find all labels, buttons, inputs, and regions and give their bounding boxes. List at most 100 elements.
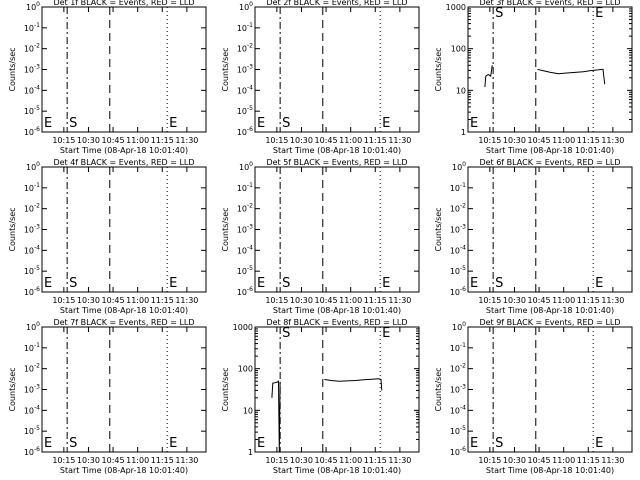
panel-2: Det 2f BLACK = Events, RED = LLD 100 10-1 1… <box>221 0 420 155</box>
y-axis-label: Counts/sec <box>8 47 17 91</box>
y-tick-label: 10-4 <box>24 404 40 415</box>
marker-label-e: E <box>382 276 390 291</box>
y-tick-label: 10-4 <box>450 404 466 415</box>
y-tick-label: 10-2 <box>24 203 40 214</box>
panel-8: Det 8f BLACK = Events, RED = LLD 1000 100 1… <box>221 318 420 475</box>
y-tick-label: 10-5 <box>450 265 466 276</box>
y-tick-label: 10-1 <box>24 342 40 353</box>
x-tick-label: 10:30 <box>290 136 313 145</box>
y-tick-label: 10-6 <box>450 286 466 297</box>
x-tick-label: 11:15 <box>364 296 387 305</box>
x-tick-label: 10:15 <box>478 136 501 145</box>
y-axis-label: Counts/sec <box>8 207 17 251</box>
marker-label-e: E <box>382 116 390 131</box>
x-tick-label: 10:45 <box>102 296 125 305</box>
plot-frame <box>467 6 633 133</box>
x-tick-label: 11:15 <box>577 136 600 145</box>
x-tick-label: 10:15 <box>478 456 501 465</box>
x-tick-label: 11:30 <box>175 296 198 305</box>
y-tick-label: 10-1 <box>24 22 40 33</box>
y-tick-label: 10-3 <box>24 64 40 75</box>
x-tick-label: 11:15 <box>151 136 174 145</box>
x-tick-label: 10:45 <box>102 456 125 465</box>
x-tick-label: 11:30 <box>175 456 198 465</box>
series-line <box>484 65 493 88</box>
marker-label-s: S <box>495 6 503 21</box>
marker-label-s: S <box>495 276 503 291</box>
x-tick-label: 10:30 <box>290 296 313 305</box>
y-tick-label: 100 <box>239 1 253 12</box>
x-axis-label: Start Time (08-Apr-18 10:01:40) <box>273 306 401 315</box>
y-tick-label: 10-4 <box>24 84 40 95</box>
plot-frame <box>41 166 207 293</box>
plot-frame <box>41 6 207 133</box>
panel-title: Det 9f BLACK = Events, RED = LLD <box>479 318 620 327</box>
x-tick-label: 11:30 <box>175 136 198 145</box>
series-line <box>324 378 383 391</box>
x-tick-label: 10:30 <box>290 456 313 465</box>
panel-4: Det 4f BLACK = Events, RED = LLD 100 10-1 1… <box>8 158 207 315</box>
marker-label-e: E <box>257 116 265 131</box>
y-tick-label: 10-5 <box>450 425 466 436</box>
x-tick-label: 10:30 <box>77 296 100 305</box>
y-tick-label: 10-4 <box>24 244 40 255</box>
y-tick-label: 10-1 <box>450 342 466 353</box>
x-tick-label: 10:15 <box>52 296 75 305</box>
x-tick-label: 11:00 <box>552 136 575 145</box>
y-tick-label: 100 <box>26 1 40 12</box>
x-axis-label: Start Time (08-Apr-18 10:01:40) <box>486 146 614 155</box>
x-tick-label: 10:45 <box>528 296 551 305</box>
marker-label-e: E <box>169 116 177 131</box>
y-axis-label: Counts/sec <box>8 367 17 411</box>
y-tick-label: 10-6 <box>237 126 253 137</box>
x-axis-label: Start Time (08-Apr-18 10:01:40) <box>273 146 401 155</box>
panel-5: Det 5f BLACK = Events, RED = LLD 100 10-1 1… <box>221 158 420 315</box>
panel-title: Det 1f BLACK = Events, RED = LLD <box>53 0 194 7</box>
panel-title: Det 7f BLACK = Events, RED = LLD <box>53 318 194 327</box>
x-tick-label: 11:30 <box>601 136 624 145</box>
x-tick-label: 10:45 <box>102 136 125 145</box>
y-tick-label: 10-4 <box>237 84 253 95</box>
marker-label-e: E <box>470 276 478 291</box>
marker-label-e: E <box>257 276 265 291</box>
y-tick-label: 1000 <box>233 323 253 332</box>
y-tick-label: 10-2 <box>24 43 40 54</box>
y-tick-label: 10-3 <box>237 224 253 235</box>
y-tick-label: 100 <box>452 321 466 332</box>
panel-title: Det 4f BLACK = Events, RED = LLD <box>53 158 194 167</box>
x-tick-label: 10:15 <box>265 136 288 145</box>
y-tick-label: 100 <box>238 365 253 374</box>
y-tick-label: 10-6 <box>450 446 466 457</box>
y-tick-label: 1 <box>461 128 466 137</box>
y-tick-label: 10 <box>243 406 253 415</box>
series-line <box>271 380 281 453</box>
x-tick-label: 11:15 <box>364 456 387 465</box>
y-axis-label: Counts/sec <box>434 47 443 91</box>
y-tick-label: 1000 <box>446 3 466 12</box>
y-tick-label: 100 <box>452 161 466 172</box>
marker-label-e: E <box>595 6 603 21</box>
x-tick-label: 10:45 <box>528 136 551 145</box>
x-tick-label: 11:30 <box>601 296 624 305</box>
panel-1: Det 1f BLACK = Events, RED = LLD 100 10-1 1… <box>8 0 207 155</box>
y-tick-label: 10-5 <box>24 105 40 116</box>
x-tick-label: 11:00 <box>339 296 362 305</box>
x-tick-label: 10:45 <box>528 456 551 465</box>
x-tick-label: 10:30 <box>503 136 526 145</box>
panel-title: Det 8f BLACK = Events, RED = LLD <box>266 318 407 327</box>
y-tick-label: 10-2 <box>237 43 253 54</box>
panel-6: Det 6f BLACK = Events, RED = LLD 100 10-1 1… <box>434 158 633 315</box>
y-tick-label: 10-6 <box>237 286 253 297</box>
x-tick-label: 10:15 <box>478 296 501 305</box>
marker-label-s: S <box>69 436 77 451</box>
panel-title: Det 3f BLACK = Events, RED = LLD <box>479 0 620 7</box>
x-axis-label: Start Time (08-Apr-18 10:01:40) <box>273 466 401 475</box>
x-tick-label: 10:15 <box>265 296 288 305</box>
y-tick-label: 10-4 <box>237 244 253 255</box>
y-tick-label: 10-2 <box>450 363 466 374</box>
x-tick-label: 11:00 <box>339 456 362 465</box>
plot-frame <box>467 166 633 293</box>
y-tick-label: 10-5 <box>24 265 40 276</box>
plot-frame <box>254 6 420 133</box>
x-axis-label: Start Time (08-Apr-18 10:01:40) <box>60 466 188 475</box>
